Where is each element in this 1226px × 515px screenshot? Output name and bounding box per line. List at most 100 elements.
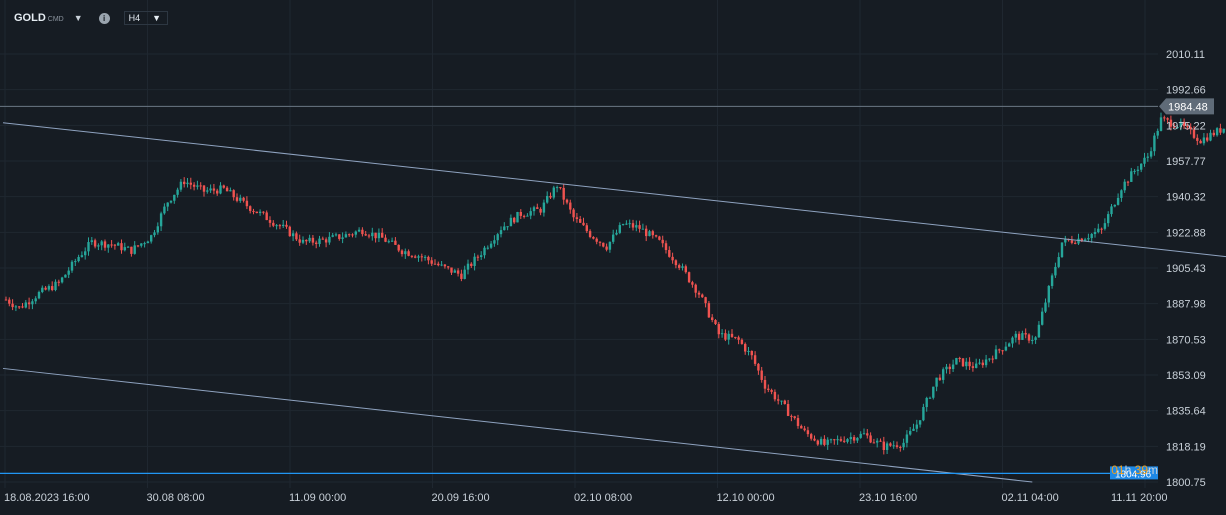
- candle: [4, 299, 8, 301]
- candle: [476, 256, 480, 258]
- candle: [988, 358, 991, 360]
- candle: [819, 438, 823, 445]
- candle: [800, 425, 803, 429]
- candle: [552, 187, 555, 198]
- candle: [780, 400, 783, 402]
- candle: [381, 232, 384, 238]
- candle: [351, 234, 354, 236]
- candle: [1215, 128, 1219, 136]
- candle: [77, 257, 80, 262]
- candle: [651, 231, 654, 236]
- candle: [1146, 156, 1149, 158]
- candle: [268, 220, 272, 223]
- candle: [899, 446, 902, 448]
- candle: [1090, 234, 1093, 239]
- candle: [902, 442, 905, 448]
- candle: [945, 366, 948, 370]
- candle: [1116, 197, 1120, 205]
- candle: [103, 241, 107, 248]
- candle: [1110, 206, 1113, 215]
- candle: [1087, 238, 1090, 240]
- candle: [730, 333, 734, 337]
- candle: [1047, 285, 1050, 303]
- candle: [542, 202, 546, 213]
- candle: [928, 397, 932, 399]
- channel-line[interactable]: [2, 122, 1226, 267]
- candle: [34, 298, 37, 302]
- candle: [727, 333, 730, 340]
- candle: [1219, 128, 1222, 133]
- horizontal-level-tag: [1110, 466, 1158, 480]
- candle: [150, 235, 153, 242]
- candle: [1120, 190, 1123, 198]
- candle: [1070, 240, 1074, 243]
- candle: [463, 269, 466, 279]
- candle: [1186, 126, 1189, 128]
- y-tick-label: 1853.09: [1166, 370, 1206, 382]
- candle: [107, 244, 110, 248]
- candle: [1041, 311, 1044, 325]
- candle: [1212, 132, 1215, 136]
- candle: [262, 211, 265, 213]
- candle: [777, 399, 780, 401]
- candle: [1064, 238, 1067, 243]
- candle: [503, 226, 506, 231]
- candle: [671, 256, 674, 261]
- candle: [955, 358, 958, 365]
- candle: [704, 297, 707, 304]
- candle: [711, 317, 714, 321]
- symbol-dropdown-icon[interactable]: ▼: [73, 13, 83, 23]
- candle: [516, 211, 519, 223]
- candle: [565, 199, 569, 203]
- symbol-name[interactable]: GOLD CMD: [14, 12, 64, 24]
- candle: [404, 251, 407, 255]
- candle: [460, 273, 463, 279]
- candle: [1130, 171, 1133, 182]
- candle: [862, 433, 866, 435]
- candle: [717, 324, 720, 335]
- candle: [387, 241, 390, 243]
- candle: [8, 299, 11, 304]
- candle: [895, 445, 899, 447]
- candle: [470, 263, 473, 266]
- candle: [1206, 137, 1209, 141]
- candle: [882, 441, 885, 450]
- candle: [245, 200, 249, 207]
- candle: [905, 434, 909, 443]
- candle: [638, 225, 641, 229]
- candle: [93, 240, 97, 247]
- candle: [51, 286, 54, 291]
- channel-line[interactable]: [2, 367, 1033, 483]
- candle: [202, 185, 206, 192]
- candle: [826, 439, 829, 445]
- candle: [948, 366, 951, 370]
- candle: [443, 264, 447, 267]
- candle: [374, 232, 377, 239]
- candle: [849, 437, 852, 440]
- candle: [757, 363, 760, 371]
- candle: [958, 358, 961, 360]
- timeframe-select[interactable]: H4 ▼: [123, 11, 169, 25]
- candle: [912, 428, 915, 431]
- candle: [856, 437, 859, 441]
- candle: [80, 255, 84, 258]
- candle: [440, 264, 443, 266]
- candle: [773, 391, 777, 400]
- candle: [625, 223, 628, 225]
- x-tick-label: 02.10 08:00: [574, 492, 632, 504]
- candle: [810, 434, 813, 439]
- candle: [466, 263, 470, 270]
- candle: [130, 246, 133, 254]
- candle: [829, 439, 833, 441]
- candle: [133, 245, 136, 254]
- candle: [783, 400, 786, 405]
- candle: [354, 231, 357, 235]
- candle: [361, 229, 364, 235]
- candle: [206, 190, 209, 192]
- candle: [839, 439, 843, 441]
- info-icon[interactable]: i: [98, 12, 110, 24]
- candle: [252, 210, 255, 212]
- candle: [658, 236, 661, 240]
- candle: [1113, 204, 1116, 207]
